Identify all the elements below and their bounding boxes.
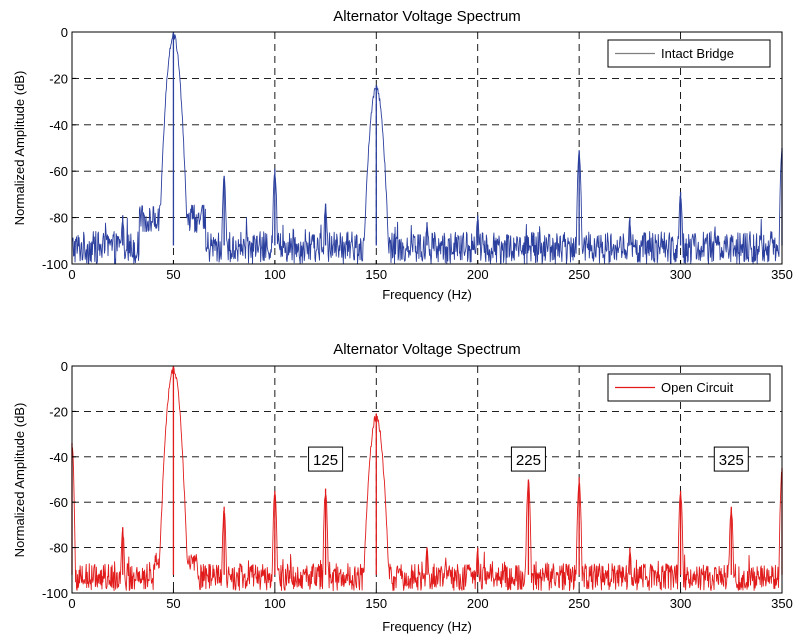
y-tick-label: -80 xyxy=(49,541,68,556)
y-tick-label: -60 xyxy=(49,164,68,179)
x-tick-label: 200 xyxy=(467,267,489,282)
x-tick-label: 0 xyxy=(68,267,75,282)
x-tick-label: 50 xyxy=(166,267,180,282)
x-tick-label: 350 xyxy=(771,267,793,282)
plot-frame-top xyxy=(71,31,783,265)
y-tick-label: 0 xyxy=(61,25,68,40)
chart-title-bottom: Alternator Voltage Spectrum xyxy=(333,341,521,358)
intact-bridge-panel: Alternator Voltage Spectrum 0 -20 -40 -60 -8… xyxy=(12,8,793,302)
annotation-label: 125 xyxy=(313,452,338,469)
plot-frame-bottom xyxy=(71,365,783,594)
y-tick-label: -40 xyxy=(49,450,68,465)
annotation-box xyxy=(308,446,344,472)
x-tick-label: 100 xyxy=(264,267,286,282)
y-tick-label: -100 xyxy=(42,257,68,272)
y-tick-label: -20 xyxy=(49,404,68,419)
x-tick-label: 300 xyxy=(670,596,692,611)
x-axis-label-top: Frequency (Hz) xyxy=(382,287,472,302)
legend-label-intact-bridge: Intact Bridge xyxy=(661,46,734,61)
x-tick-label: 150 xyxy=(365,596,387,611)
y-tick-label: -20 xyxy=(49,71,68,86)
open-circuit-panel: Alternator Voltage Spectrum 0 -20 -40 -60 -8… xyxy=(12,341,793,634)
x-ticks-bottom: 0 50 100 150 200 250 300 350 xyxy=(68,589,793,611)
x-tick-label: 0 xyxy=(68,596,75,611)
annotation-box xyxy=(510,446,546,472)
y-tick-label: -60 xyxy=(49,495,68,510)
y-tick-label: 0 xyxy=(61,359,68,374)
x-tick-label: 200 xyxy=(467,596,489,611)
open-circuit-series xyxy=(71,366,783,592)
legend-label-open-circuit: Open Circuit xyxy=(661,380,734,395)
y-ticks-top: 0 -20 -40 -60 -80 -100 xyxy=(42,25,76,272)
annotation-label: 225 xyxy=(516,452,541,469)
y-axis-label-bottom: Normalized Amplitude (dB) xyxy=(12,403,27,558)
x-tick-label: 300 xyxy=(670,267,692,282)
x-tick-label: 100 xyxy=(264,596,286,611)
y-axis-label-top: Normalized Amplitude (dB) xyxy=(12,71,27,226)
x-tick-label: 150 xyxy=(365,267,387,282)
y-tick-label: -80 xyxy=(49,211,68,226)
x-tick-label: 350 xyxy=(771,596,793,611)
legend-top: Intact Bridge xyxy=(607,39,771,68)
y-tick-label: -100 xyxy=(42,586,68,601)
annotation-box xyxy=(713,446,749,472)
harmonic-annotations: 125 225 325 xyxy=(308,446,749,472)
x-tick-label: 50 xyxy=(166,596,180,611)
y-tick-label: -40 xyxy=(49,118,68,133)
x-tick-label: 250 xyxy=(568,596,590,611)
chart-title-top: Alternator Voltage Spectrum xyxy=(333,8,521,25)
x-ticks-top: 0 50 100 150 200 250 300 350 xyxy=(68,260,793,282)
y-ticks-bottom: 0 -20 -40 -60 -80 -100 xyxy=(42,359,76,601)
annotation-label: 325 xyxy=(719,452,744,469)
x-axis-label-bottom: Frequency (Hz) xyxy=(382,619,472,634)
legend-bottom: Open Circuit xyxy=(607,373,771,402)
x-tick-label: 250 xyxy=(568,267,590,282)
